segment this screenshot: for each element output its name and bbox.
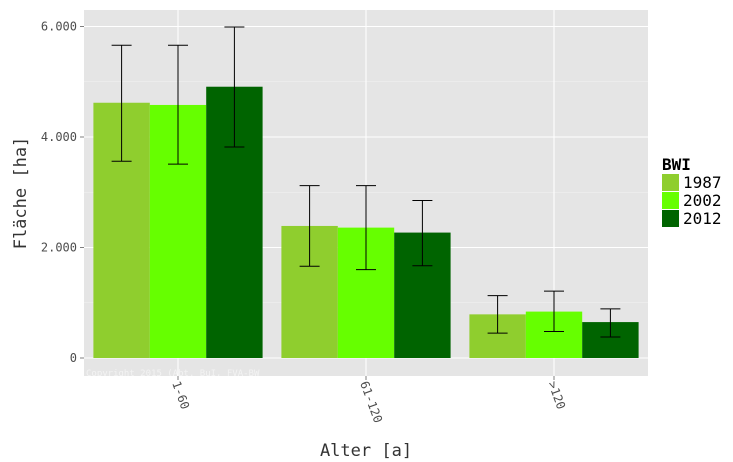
x-tick-label: 61-120: [357, 379, 385, 425]
x-axis-ticks: 1-60 61-120 >120: [169, 376, 568, 425]
y-tick-label: 6.000: [41, 20, 77, 34]
legend-title: BWI: [662, 155, 691, 174]
x-axis-title: Alter [a]: [320, 441, 412, 461]
error-bar-2002-1: [356, 185, 376, 271]
error-bar-2012-1: [412, 200, 433, 267]
y-tick-label: 4.000: [41, 130, 77, 144]
y-tick-label: 0: [70, 351, 77, 365]
error-bar-2002-2: [544, 290, 564, 332]
legend-swatch-1987: [662, 174, 679, 191]
y-axis-title: Fläche [ha]: [11, 137, 31, 250]
legend-swatch-2002: [662, 192, 679, 209]
y-tick-label: 2.000: [41, 241, 77, 255]
y-axis-ticks: 0 2.000 4.000 6.000: [41, 20, 84, 365]
legend-swatch-2012: [662, 210, 679, 227]
error-bar-2012-2: [600, 308, 621, 338]
error-bar-1987-0: [111, 44, 132, 162]
legend-label-2012: 2012: [683, 209, 722, 228]
x-tick-label: >120: [545, 379, 568, 411]
error-bars-layer: [111, 26, 621, 338]
legend-label-1987: 1987: [683, 173, 722, 192]
legend-label-2002: 2002: [683, 191, 722, 210]
watermark: Copyright 2015 (Abt. BuI, FVA-BW: [86, 369, 260, 379]
error-bar-2012-0: [224, 26, 245, 148]
x-tick-label: 1-60: [169, 379, 192, 411]
error-bar-1987-2: [487, 295, 508, 334]
error-bar-1987-1: [299, 185, 320, 267]
error-bar-2002-0: [168, 44, 188, 165]
bars-layer: [93, 86, 639, 359]
